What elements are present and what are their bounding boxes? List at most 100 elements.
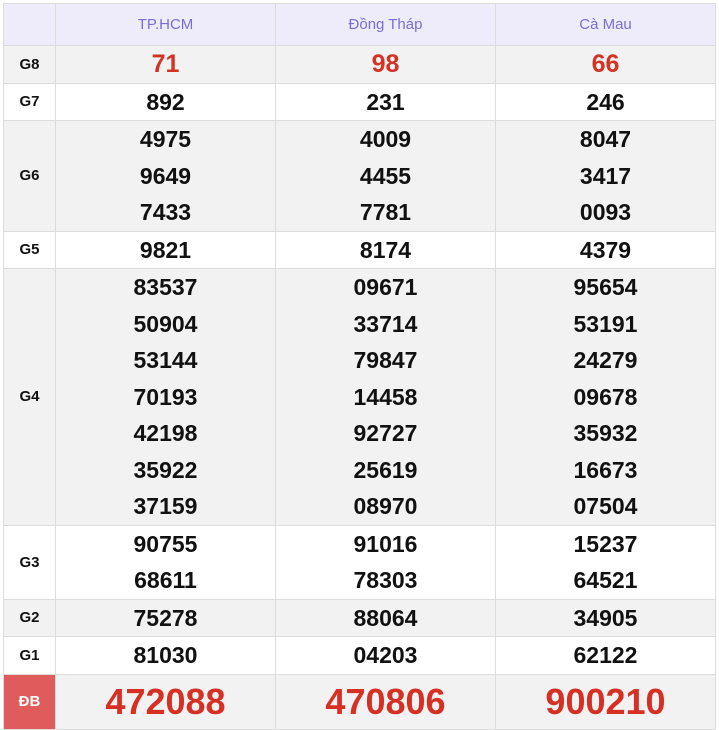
prize-number: 09678 [573,383,638,410]
prize-cell: 88064 [275,598,496,637]
prize-number: 25619 [353,456,418,483]
prize-number: 53144 [133,347,198,373]
prize-number: 8047 [579,126,632,152]
prize-number: 90755 [133,530,198,557]
prize-number: 62122 [573,642,638,668]
prize-label: G4 [3,268,56,526]
prize-cell: 04203 [275,636,496,675]
prize-number: 50904 [133,310,198,337]
prize-number: 472088 [105,680,226,722]
prize-number: 4009 [359,126,412,152]
prize-cell: 470806 [275,673,496,730]
province-header[interactable]: Đồng Tháp [275,3,496,46]
prize-number: 37159 [133,493,198,519]
prize-number: 24279 [573,347,638,373]
prize-cell: 892 [55,82,276,121]
prize-number: 98 [371,50,400,78]
prize-number: 81030 [133,642,198,668]
prize-cell: 66 [495,45,716,84]
prize-cell: 91016 78303 [275,524,496,600]
prize-number: 892 [146,88,185,115]
prize-cell: 8174 [275,230,496,269]
prize-number: 78303 [353,567,418,593]
prize-number: 0093 [579,199,632,225]
prize-label: G2 [3,598,56,637]
prize-row-đb: ĐB 472088 470806 900210 [3,673,716,730]
prize-label: G7 [3,82,56,121]
prize-number: 15237 [573,530,638,557]
prize-cell: 900210 [495,673,716,730]
prize-number: 7781 [359,199,412,225]
prize-number: 42198 [133,420,198,446]
prize-number: 79847 [353,347,418,373]
prize-number: 9649 [139,162,192,189]
prize-number: 4975 [139,126,192,152]
prize-number: 91016 [353,530,418,557]
prize-label: G5 [3,230,56,269]
prize-number: 83537 [133,274,198,300]
lottery-results-table: TP.HCM Đồng Tháp Cà Mau G8 71 98 66 G7 892 231… [3,3,716,730]
prize-cell: 4009 4455 7781 [275,120,496,232]
prize-number: 231 [366,88,405,115]
prize-number: 88064 [353,604,418,631]
prize-number: 7433 [139,199,192,225]
prize-number: 34905 [573,604,638,631]
prize-number: 35932 [573,420,638,446]
prize-number: 95654 [573,274,638,300]
prize-cell: 83537 50904 53144 70193 42198 35922 37159 [55,268,276,526]
prize-number: 3417 [579,162,632,189]
corner-cell [3,3,56,46]
prize-label: G1 [3,636,56,675]
prize-number: 9821 [139,236,192,263]
prize-cell: 62122 [495,636,716,675]
prize-cell: 4975 9649 7433 [55,120,276,232]
prize-label: G3 [3,524,56,600]
prize-number: 246 [586,88,625,115]
prize-label: G8 [3,45,56,84]
prize-cell: 81030 [55,636,276,675]
prize-number: 35922 [133,456,198,483]
prize-number: 66 [591,50,620,78]
prize-number: 8174 [359,236,412,263]
prize-number: 68611 [134,567,197,593]
prize-number: 07504 [573,493,638,519]
prize-row-g1: G1 81030 04203 62122 [3,636,716,675]
prize-number: 04203 [353,642,418,668]
prize-cell: 34905 [495,598,716,637]
prize-cell: 246 [495,82,716,121]
prize-cell: 90755 68611 [55,524,276,600]
prize-row-g8: G8 71 98 66 [3,45,716,84]
prize-row-g6: G6 4975 9649 7433 4009 4455 7781 8047 3417 0093 [3,120,716,232]
header-row: TP.HCM Đồng Tháp Cà Mau [3,3,716,46]
prize-number: 4455 [359,162,412,189]
prize-label: ĐB [3,673,56,730]
prize-number: 14458 [353,383,418,410]
prize-row-g4: G4 83537 50904 53144 70193 42198 35922 37159 096… [3,268,716,526]
prize-cell: 472088 [55,673,276,730]
prize-cell: 09671 33714 79847 14458 92727 25619 08970 [275,268,496,526]
prize-cell: 15237 64521 [495,524,716,600]
prize-cell: 9821 [55,230,276,269]
prize-number: 70193 [133,383,198,410]
prize-number: 4379 [579,236,632,263]
prize-cell: 98 [275,45,496,84]
prize-cell: 71 [55,45,276,84]
prize-number: 71 [151,50,180,78]
prize-row-g5: G5 9821 8174 4379 [3,230,716,269]
prize-number: 08970 [353,493,418,519]
prize-row-g3: G3 90755 68611 91016 78303 15237 64521 [3,524,716,600]
prize-number: 470806 [325,680,446,722]
prize-row-g2: G2 75278 88064 34905 [3,598,716,637]
prize-number: 16673 [573,456,638,483]
province-header[interactable]: TP.HCM [55,3,276,46]
prize-number: 900210 [545,680,666,722]
prize-number: 33714 [353,310,418,337]
prize-number: 09671 [353,274,418,300]
province-header[interactable]: Cà Mau [495,3,716,46]
prize-label: G6 [3,120,56,232]
prize-number: 53191 [573,310,638,337]
prize-cell: 4379 [495,230,716,269]
prize-number: 92727 [353,420,418,446]
prize-cell: 231 [275,82,496,121]
prize-cell: 8047 3417 0093 [495,120,716,232]
